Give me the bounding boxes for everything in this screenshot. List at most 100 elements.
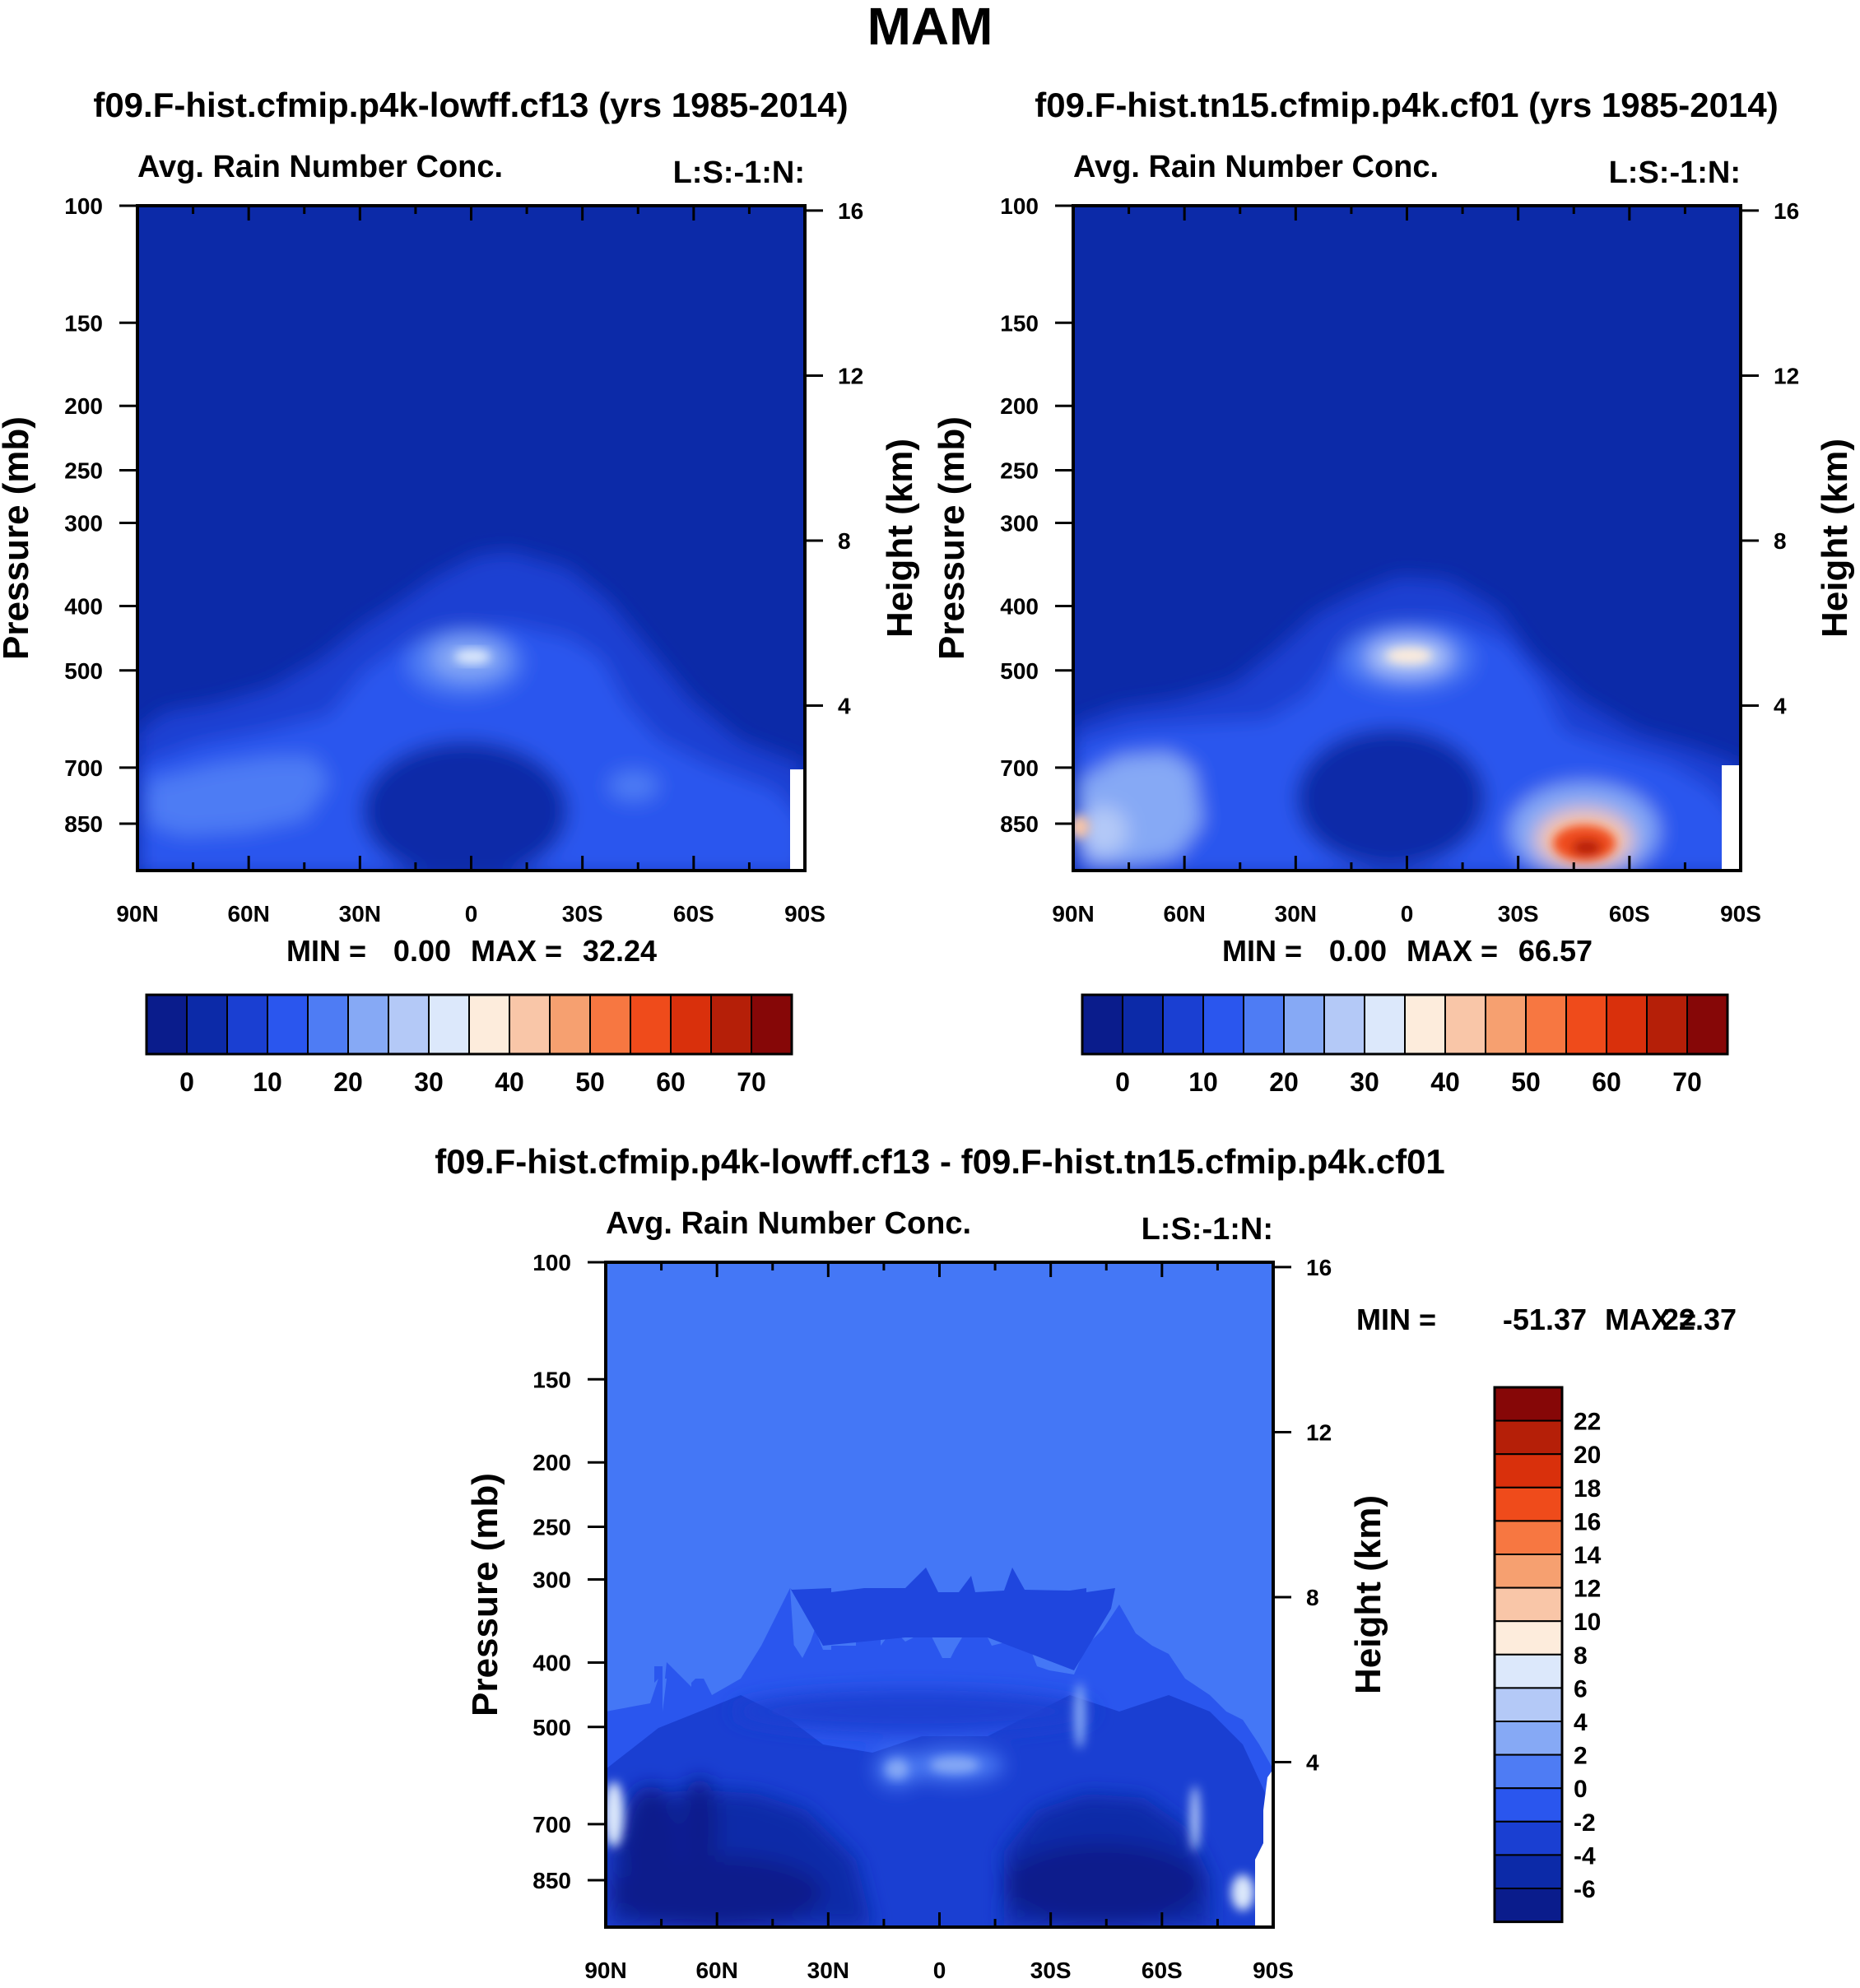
panel-1-title: f09.F-hist.cfmip.p4k-lowff.cf13 (yrs 198… — [93, 86, 848, 124]
y-tick-label: 700 — [1000, 755, 1039, 781]
colorbar-box — [1646, 994, 1688, 1055]
x-tick-label: 60S — [1142, 1958, 1183, 1983]
panel-1-upper-peak — [454, 649, 491, 664]
y-tick-label: 150 — [64, 310, 103, 336]
panel-2-min-label: MIN = — [1222, 934, 1302, 968]
y-tick-label: 300 — [1000, 511, 1039, 536]
panel-1-axes: 90N 60N 30N 0 30S 60S 90S 100 150 200 250 300 400 500… — [64, 193, 863, 927]
y-tick-label: 100 — [532, 1250, 571, 1275]
colorbar-label: 60 — [656, 1067, 686, 1097]
colorbar-frame — [145, 993, 793, 1056]
y-tick-label: 500 — [64, 658, 103, 684]
colorbar-label: 14 — [1574, 1542, 1602, 1569]
panel-3-upper-steps — [790, 1568, 1115, 1670]
panel-3-field — [606, 1262, 1273, 1927]
panel-3-streak-east — [1190, 1786, 1200, 1851]
panel-2-low-min — [1296, 728, 1486, 868]
panel-1-max-value: 32.24 — [583, 934, 657, 968]
colorbar-label: 22 — [1574, 1409, 1601, 1436]
panel-1-low-min — [362, 741, 568, 871]
panel-1-ylabel-right: Height (km) — [880, 439, 920, 638]
colorbar-box — [1162, 994, 1204, 1055]
panel-3-edge-max-west — [606, 1781, 624, 1847]
colorbar-box — [1122, 994, 1164, 1055]
panel-2-axes: 90N 60N 30N 0 30S 60S 90S 100 150 200 250 300 400 500… — [1000, 193, 1799, 927]
colorbar-label: 6 — [1574, 1675, 1588, 1702]
x-tick-label: 60S — [1609, 901, 1650, 927]
panel-1-min-value: 0.00 — [393, 934, 451, 968]
colorbar-box — [428, 994, 470, 1055]
panel-3-title: f09.F-hist.cfmip.p4k-lowff.cf13 - f09.F-… — [435, 1142, 1445, 1181]
x-tick-label: 0 — [1401, 901, 1414, 927]
y-tick-label: 150 — [1000, 310, 1039, 336]
colorbar-box — [226, 994, 268, 1055]
colorbar-box — [1494, 1520, 1563, 1556]
panel-1: f09.F-hist.cfmip.p4k-lowff.cf13 (yrs 198… — [0, 86, 920, 1097]
x-tick-label: 60N — [695, 1958, 737, 1983]
x-tick-label: 30N — [807, 1958, 849, 1983]
colorbar-box — [1494, 1653, 1563, 1689]
panel-2-title: f09.F-hist.tn15.cfmip.p4k.cf01 (yrs 1985… — [1035, 86, 1778, 124]
colorbar-label: 50 — [575, 1067, 605, 1097]
panel-2-min-value: 0.00 — [1329, 934, 1387, 968]
panel-2-right-string: L:S:-1:N: — [1609, 156, 1741, 190]
colorbar-box — [347, 994, 389, 1055]
colorbar-box — [1494, 1687, 1563, 1722]
colorbar-box — [1243, 994, 1285, 1055]
colorbar-box — [1081, 994, 1123, 1055]
colorbar-label: 8 — [1574, 1642, 1588, 1670]
x-tick-label: 0 — [465, 901, 478, 927]
colorbar-label: 20 — [1269, 1067, 1299, 1097]
panel-3-max-value: 22.37 — [1662, 1303, 1737, 1336]
colorbar-box — [186, 994, 228, 1055]
y-tick-label: 200 — [1000, 393, 1039, 419]
colorbar-label: 40 — [1430, 1067, 1460, 1097]
colorbar-box — [1494, 1854, 1563, 1889]
colorbar-label: 20 — [1574, 1442, 1601, 1469]
colorbar-box — [1494, 1888, 1563, 1923]
colorbar-label: 40 — [495, 1067, 524, 1097]
colorbar-box — [1494, 1620, 1563, 1656]
colorbar-box — [710, 994, 752, 1055]
x-tick-label: 90S — [1253, 1958, 1294, 1983]
colorbar-box — [267, 994, 309, 1055]
x-tick-label: 90N — [584, 1958, 626, 1983]
y-tick-label: 200 — [532, 1450, 571, 1475]
panel-1-light-band — [148, 757, 329, 835]
colorbar-box — [1565, 994, 1607, 1055]
colorbar-label: -6 — [1574, 1876, 1596, 1903]
page-title: MAM — [867, 0, 993, 56]
panel-2-field — [1073, 206, 1741, 871]
y-tick-label: 200 — [64, 393, 103, 419]
y-tick-right-label: 12 — [1774, 363, 1799, 388]
colorbar-box — [468, 994, 510, 1055]
colorbar-box — [1606, 994, 1648, 1055]
y-tick-label: 400 — [1000, 593, 1039, 619]
y-tick-right-label: 8 — [838, 528, 851, 554]
panel-2-missing-data — [1722, 765, 1741, 871]
y-tick-right-label: 12 — [838, 363, 863, 388]
colorbar-box — [146, 994, 188, 1055]
panel-1-max-label: MAX = — [471, 934, 562, 968]
colorbar-frame — [1493, 1386, 1564, 1924]
panel-3-max-label: MAX = — [1605, 1303, 1696, 1336]
colorbar-label: 30 — [1350, 1067, 1379, 1097]
y-tick-label: 500 — [532, 1715, 571, 1740]
panel-3-ylabel: Pressure (mb) — [465, 1473, 505, 1716]
colorbar-box — [549, 994, 591, 1055]
x-tick-label: 30S — [1498, 901, 1539, 927]
panel-1-colorbar: 0 10 20 30 40 50 60 70 — [145, 993, 793, 1097]
panel-3-upper-max — [930, 1757, 979, 1773]
colorbar-label: 2 — [1574, 1743, 1588, 1770]
panel-2-max-label: MAX = — [1407, 934, 1498, 968]
y-tick-label: 850 — [532, 1868, 571, 1893]
x-tick-label: 0 — [933, 1958, 946, 1983]
x-tick-label: 30S — [1030, 1958, 1072, 1983]
panel-3-right-string: L:S:-1:N: — [1142, 1212, 1273, 1247]
colorbar-box — [670, 994, 712, 1055]
colorbar-label: 30 — [414, 1067, 444, 1097]
y-tick-label: 300 — [64, 511, 103, 536]
x-tick-label: 30S — [562, 901, 603, 927]
y-tick-right-label: 16 — [1774, 198, 1799, 224]
